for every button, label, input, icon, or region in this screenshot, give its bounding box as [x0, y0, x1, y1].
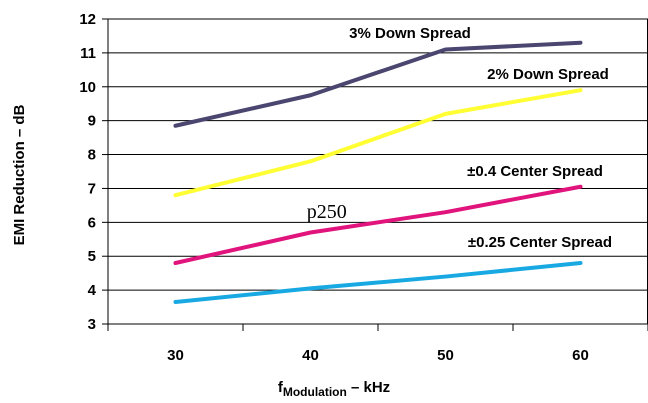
series-line-3	[173, 261, 583, 304]
series-line-2	[173, 184, 583, 265]
series-label-1: 2% Down Spread	[487, 66, 609, 83]
annotation-0: p250	[307, 201, 347, 223]
annotations: p250	[307, 201, 347, 223]
x-axis-title-main: f	[278, 379, 284, 396]
y-tick-label-3: 3	[88, 316, 96, 333]
y-axis-ticks: 3 4 5 6 7 8 9 10 11 12	[79, 11, 108, 333]
x-axis-title-subscript: Modulation	[283, 385, 347, 399]
y-tick-label-7: 7	[88, 180, 96, 197]
series-line-0	[173, 40, 583, 128]
series-label-0: 3% Down Spread	[349, 25, 471, 42]
series-label-2: ±0.4 Center Spread	[467, 163, 603, 180]
y-tick-label-5: 5	[88, 248, 96, 265]
y-tick-label-10: 10	[79, 79, 96, 96]
x-tick-label-30: 30	[167, 347, 184, 364]
y-tick-label-4: 4	[88, 282, 97, 299]
y-tick-label-6: 6	[88, 214, 96, 231]
series-labels: 3% Down Spread 2% Down Spread ±0.4 Center …	[349, 25, 612, 251]
series-line-1	[173, 88, 583, 198]
series-label-3: ±0.25 Center Spread	[468, 234, 612, 251]
x-axis-ticks: 30 40 50 60	[107, 324, 648, 364]
y-tick-label-9: 9	[88, 113, 96, 130]
x-tick-label-50: 50	[437, 347, 454, 364]
y-axis-title: EMI Reduction – dB	[11, 104, 28, 245]
x-axis-title-suffix: – kHz	[347, 379, 390, 396]
y-tick-label-12: 12	[79, 11, 96, 28]
series-lines	[173, 40, 583, 304]
y-tick-label-8: 8	[88, 147, 96, 164]
x-axis-title: fModulation – kHz	[278, 379, 390, 399]
x-tick-label-60: 60	[572, 347, 589, 364]
y-tick-label-11: 11	[80, 45, 96, 62]
x-tick-label-40: 40	[302, 347, 319, 364]
